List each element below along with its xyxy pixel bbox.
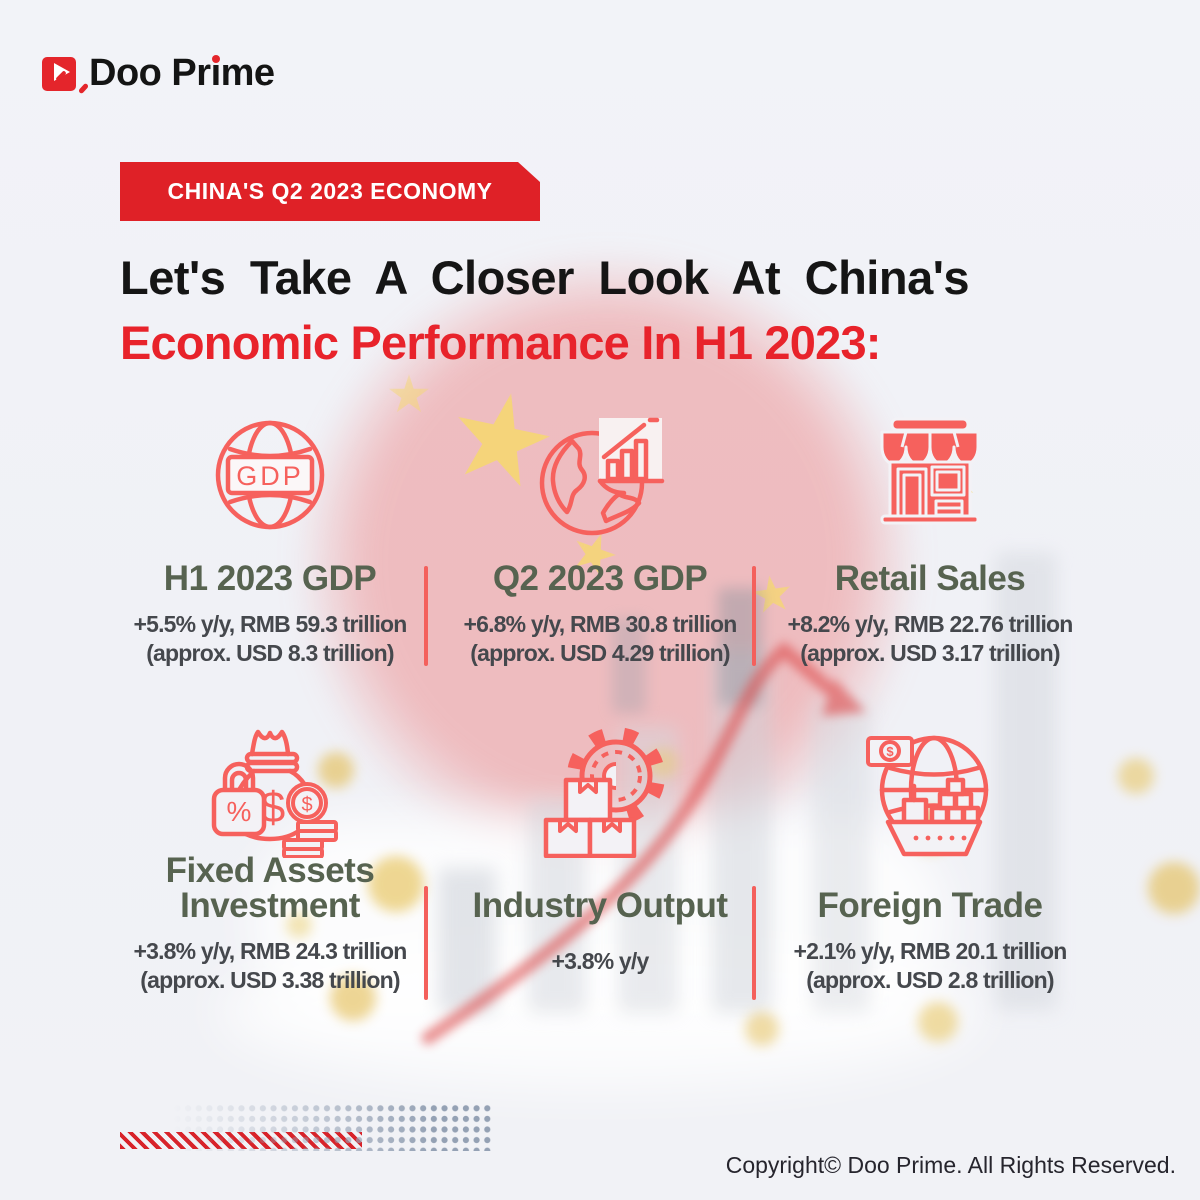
stat-title: Fixed Assets Investment: [165, 851, 375, 925]
money-bag-lock-icon: $ % $: [200, 718, 340, 859]
retail-storefront-icon: [860, 405, 1000, 545]
stat-title: Q2 2023 GDP: [492, 559, 708, 598]
logo-text-post: me: [220, 52, 275, 94]
boxes-gear-icon: [530, 718, 670, 859]
banknote-dollar-label: $: [886, 744, 894, 759]
topic-banner: CHINA'S Q2 2023 ECONOMY: [120, 162, 540, 221]
topic-banner-label: CHINA'S Q2 2023 ECONOMY: [167, 178, 493, 204]
stat-cell-q2-2023-gdp: Q2 2023 GDP +6.8% y/y, RMB 30.8 trillion…: [435, 400, 765, 668]
doo-prime-logo: Doo Prıme: [42, 52, 275, 95]
headline: Let's Take A Closer Look At China's Econ…: [120, 250, 1085, 370]
gdp-icon-label: GDP: [236, 461, 304, 491]
headline-line2: Economic Performance In H1 2023:: [120, 316, 881, 369]
logo-slash-icon: [77, 82, 90, 94]
lock-percent-label: %: [227, 796, 252, 827]
stats-row-1: GDP H1 2023 GDP +5.5% y/y, RMB 59.3 tril…: [105, 400, 1095, 668]
bg-gold-coin: [918, 1002, 958, 1042]
stat-cell-foreign-trade: $: [765, 712, 1095, 995]
doo-prime-logo-icon: [42, 56, 90, 94]
logo-wordmark: Doo Prıme: [89, 52, 275, 95]
column-divider: [752, 886, 756, 1000]
column-divider: [424, 566, 428, 666]
stat-usd: (approx. USD 3.38 trillion): [140, 966, 400, 993]
footer-dots-decoration: [172, 1103, 492, 1151]
column-divider: [424, 886, 428, 1000]
stat-value: +5.5% y/y, RMB 59.3 trillion: [133, 611, 407, 637]
stat-usd: (approx. USD 3.17 trillion): [800, 639, 1060, 666]
logo-text-i: ı: [210, 52, 222, 94]
stat-cell-industry-output: Industry Output +3.8% y/y: [435, 712, 765, 995]
stat-usd: (approx. USD 2.8 trillion): [806, 966, 1054, 993]
stat-value: +8.2% y/y, RMB 22.76 trillion: [787, 611, 1073, 637]
stat-title: H1 2023 GDP: [163, 559, 377, 598]
logo-text-pre: Doo Pr: [89, 52, 211, 94]
bg-gold-coin: [1148, 862, 1200, 914]
column-divider: [752, 566, 756, 666]
stat-title: Retail Sales: [834, 559, 1026, 598]
globe-cargo-ship-icon: $: [860, 718, 1000, 858]
stat-title: Foreign Trade: [817, 886, 1043, 925]
bg-gold-coin: [745, 1012, 779, 1046]
headline-line1: Let's Take A Closer Look At China's: [120, 251, 970, 304]
copyright-text: Copyright© Doo Prime. All Rights Reserve…: [725, 1152, 1176, 1178]
stat-cell-h1-2023-gdp: GDP H1 2023 GDP +5.5% y/y, RMB 59.3 tril…: [105, 400, 435, 668]
bg-gold-coin: [1118, 758, 1154, 794]
stat-cell-fixed-assets-investment: $ % $: [105, 712, 435, 995]
gdp-globe-icon: GDP: [200, 405, 340, 545]
stat-value: +3.8% y/y: [551, 948, 649, 974]
stat-value: +2.1% y/y, RMB 20.1 trillion: [793, 938, 1067, 964]
stats-row-2: $ % $: [105, 712, 1095, 995]
stat-title: Industry Output: [472, 886, 728, 925]
coin-dollar-label: $: [301, 794, 312, 816]
globe-bar-chart-icon: [530, 405, 670, 545]
stat-cell-retail-sales: Retail Sales +8.2% y/y, RMB 22.76 trilli…: [765, 400, 1095, 668]
stat-value: +6.8% y/y, RMB 30.8 trillion: [463, 611, 737, 637]
stat-usd: (approx. USD 8.3 trillion): [146, 639, 394, 666]
stat-value: +3.8% y/y, RMB 24.3 trillion: [133, 938, 407, 964]
stat-usd: (approx. USD 4.29 trillion): [470, 639, 730, 666]
